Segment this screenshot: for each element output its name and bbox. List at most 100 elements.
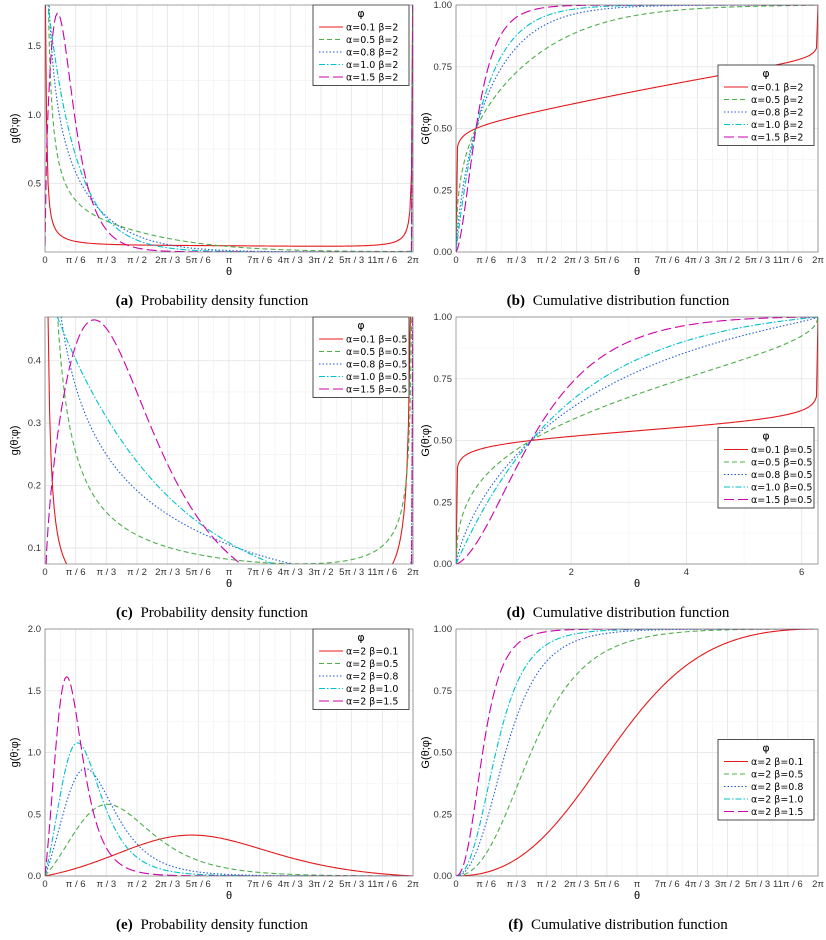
y-axis-label: G(θ;φ) [420,736,432,768]
legend-label-2: α=0.5 β=0.5 [751,458,812,469]
y-tick-label: 0.50 [434,748,453,759]
x-tick-label: 0 [453,879,458,890]
x-tick-label: π / 2 [127,879,147,890]
x-tick-label: 7π / 6 [655,879,680,890]
x-tick-label: 4π / 3 [278,567,303,578]
x-tick-label: 11π / 6 [368,567,398,578]
x-tick-label: 5π / 6 [186,879,211,890]
legend-label-3: α=0.8 β=0.5 [751,470,812,481]
legend-label-3: α=0.8 β=0.5 [346,360,407,371]
x-tick-label: 2π [407,879,419,890]
series-line-3 [456,317,818,564]
x-tick-label: 5π / 3 [339,567,364,578]
x-tick-label: 5π / 6 [186,567,211,578]
x-tick-label: 3π / 2 [308,567,333,578]
legend-label-4: α=1.0 β=0.5 [346,372,407,383]
legend-title: φ [762,67,769,80]
captions-layer: (a) Probability density function (b) Cum… [116,293,730,933]
y-tick-label: 1.5 [28,41,41,52]
x-tick-label: π / 6 [476,255,496,266]
legend: φα=0.1 β=0.5α=0.5 β=0.5α=0.8 β=0.5α=1.0 … [312,316,410,398]
caption-c: (c) Probability density function [116,605,308,621]
x-tick-label: π / 2 [127,567,147,578]
y-tick-label: 0.25 [434,497,453,508]
caption-a: (a) Probability density function [116,293,309,309]
series-line-5 [456,317,818,564]
series-layer [456,317,818,564]
legend-title: φ [762,742,769,755]
x-tick-label: 5π / 3 [339,255,364,266]
x-axis-label: θ [634,578,640,590]
y-tick-label: 0.5 [28,178,41,189]
series-line-2 [47,5,413,252]
x-tick-label: 4π / 3 [278,255,303,266]
legend-label-5: α=1.5 β=0.5 [751,495,812,506]
caption-b-tag: (b) [507,293,525,309]
y-tick-label: 0.00 [434,871,453,882]
series-line-4 [56,317,275,564]
caption-a-tag: (a) [116,293,134,309]
x-tick-label: 0 [42,567,47,578]
legend-title: φ [357,631,364,644]
y-tick-label: 0.75 [434,62,453,73]
legend: φ α=0.1 β=2α=0.5 β=2 α=0.8 β=2α=1.0 β=2 α=1… [717,64,815,146]
series-line-2 [456,5,818,252]
legend: φα=2 β=0.1α=2 β=0.5α=2 β=0.8α=2 β=1.0α=2… [717,739,815,821]
x-axis-label: θ [634,890,640,902]
x-tick-label: 2π / 3 [564,879,589,890]
caption-f-tag: (f) [508,917,523,933]
chart-panel-f: 0 π / 6 π / 3 π / 2 2π / 3 5π / 6 π 7π / 6 4π / … [420,624,824,902]
series-line-5 [45,5,413,252]
x-tick-label: 6 [799,567,804,578]
x-tick-label: 3π / 2 [308,255,333,266]
legend-label-5: α=2 β=1.5 [751,807,803,818]
y-tick-label: 0.2 [28,481,41,492]
y-axis-label: g(θ;φ) [9,114,21,144]
caption-d-tag: (d) [507,605,525,621]
x-tick-label: 2π [812,255,824,266]
x-tick-label: 7π / 6 [655,255,680,266]
series-line-1 [45,5,413,247]
legend-label-5: α=1.5 β=2 [346,73,398,84]
y-tick-label: 0.0 [28,871,41,882]
series-line-4 [47,5,413,252]
legend-label-1: α=0.1 β=2 [751,83,803,94]
legend: φα=0.1 β=0.5α=0.5 β=0.5α=0.8 β=0.5α=1.0 … [717,427,815,509]
x-tick-label: 11π / 6 [368,879,398,890]
chart-panel-e: 0 π / 6 π / 3 π / 2 2π / 3 5π / 6 π 7π / 6 4π / … [9,624,419,902]
series-line-3 [456,5,818,252]
y-tick-label: 1.00 [434,312,453,323]
legend-box [717,427,815,509]
legend-label-3: α=2 β=0.8 [346,672,398,683]
caption-e: (e) Probability density function [116,917,308,933]
x-tick-label: 4π / 3 [685,255,710,266]
x-tick-label: π [226,879,233,890]
x-tick-label: π [634,879,641,890]
plot-frame [44,628,414,877]
x-tick-label: 2π / 3 [155,879,180,890]
x-tick-label: 4π / 3 [685,879,710,890]
x-axis-label: θ [226,890,232,902]
series-line-4 [456,317,818,564]
series-layer [45,317,413,564]
x-tick-label: 11π / 6 [773,255,803,266]
legend: φα=2 β=0.1α=2 β=0.5α=2 β=0.8α=2 β=1.0α=2… [312,628,410,710]
y-tick-label: 0.1 [28,543,41,554]
x-tick-label: π [226,567,233,578]
x-axis-label: θ [226,578,232,590]
legend-label-4: α=2 β=1.0 [346,684,398,695]
x-tick-label: π / 2 [537,879,557,890]
x-tick-label: π / 3 [96,879,116,890]
x-tick-label: 2π [407,567,419,578]
x-tick-label: 5π / 3 [745,879,770,890]
x-tick-label: 5π / 6 [186,255,211,266]
legend-label-2: α=2 β=0.5 [346,659,398,670]
caption-b: (b) Cumulative distribution function [507,293,730,309]
legend-label-2: α=0.5 β=2 [751,95,803,106]
x-tick-label: 2π / 3 [155,255,180,266]
y-tick-label: 2.0 [28,624,41,635]
y-tick-label: 0.00 [434,247,453,258]
legend-label-2: α=2 β=0.5 [751,770,803,781]
x-tick-label: 7π / 6 [247,879,272,890]
legend-box [717,739,815,821]
